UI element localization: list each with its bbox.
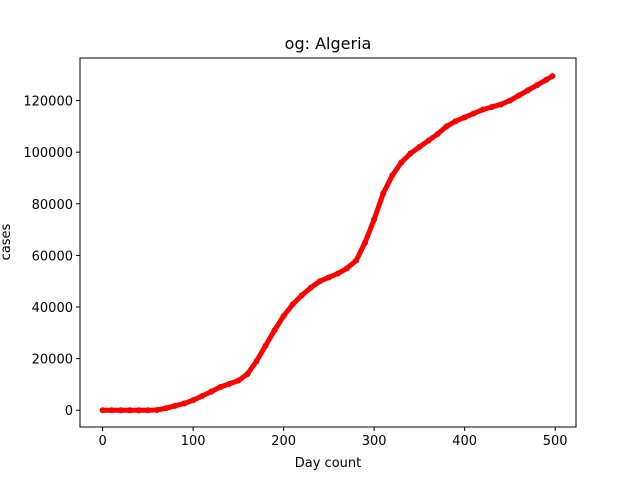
y-axis: 0 20000 40000 60000 80000 100000 120000 <box>23 95 80 419</box>
data-point <box>316 278 323 285</box>
data-point <box>344 265 351 272</box>
y-tick-label: 100000 <box>23 146 73 161</box>
data-point <box>280 313 287 320</box>
y-tick-label: 20000 <box>32 353 73 368</box>
data-point <box>172 402 179 409</box>
data-point <box>443 123 450 130</box>
data-point <box>515 92 522 99</box>
data-point <box>452 118 459 125</box>
x-tick-label: 500 <box>543 434 568 449</box>
series-layer <box>99 73 556 414</box>
data-point <box>244 371 251 378</box>
data-point <box>470 110 477 117</box>
y-tick-label: 40000 <box>32 301 73 316</box>
data-point <box>362 239 369 246</box>
data-point <box>307 284 314 291</box>
data-point <box>181 400 188 407</box>
data-point <box>190 397 197 404</box>
x-tick-label: 400 <box>452 434 477 449</box>
series-line <box>100 73 555 413</box>
data-point <box>425 137 432 144</box>
x-axis-label: Day count <box>295 456 361 471</box>
data-point <box>479 106 486 113</box>
data-point <box>235 377 242 384</box>
data-point <box>298 292 305 299</box>
x-tick-label: 100 <box>181 434 206 449</box>
data-point <box>271 327 278 334</box>
y-tick-label: 0 <box>65 404 73 419</box>
data-point <box>262 342 269 349</box>
data-point <box>162 405 169 412</box>
data-point <box>398 159 405 166</box>
data-point <box>389 172 396 179</box>
data-point <box>434 131 441 138</box>
y-tick-label: 80000 <box>32 198 73 213</box>
data-point <box>325 274 332 281</box>
data-point <box>525 87 532 94</box>
data-point <box>226 380 233 387</box>
data-point <box>488 104 495 111</box>
data-point <box>371 216 378 223</box>
data-point <box>380 190 387 197</box>
x-tick-label: 300 <box>362 434 387 449</box>
data-point <box>353 257 360 264</box>
data-point <box>108 407 115 414</box>
data-point <box>208 388 215 395</box>
data-point <box>497 101 504 108</box>
data-point <box>416 144 423 151</box>
y-axis-label: cases <box>0 223 14 260</box>
data-point <box>117 407 124 414</box>
data-point <box>407 150 414 157</box>
data-point <box>289 301 296 308</box>
data-point <box>135 407 142 414</box>
data-point <box>99 407 106 414</box>
data-point <box>199 393 206 400</box>
data-point <box>126 407 133 414</box>
chart-title: og: Algeria <box>285 34 372 53</box>
data-point <box>153 406 160 413</box>
data-point <box>549 73 556 80</box>
data-point <box>534 82 541 89</box>
x-tick-label: 200 <box>271 434 296 449</box>
data-point <box>217 384 224 391</box>
y-tick-label: 120000 <box>23 95 73 110</box>
data-point <box>334 270 341 277</box>
x-tick-label: 0 <box>98 434 106 449</box>
data-point <box>543 76 550 83</box>
plot-area <box>79 57 577 428</box>
x-axis: 0 100 200 300 400 500 <box>98 427 568 449</box>
data-point <box>253 358 260 365</box>
data-point <box>144 407 151 414</box>
y-tick-label: 60000 <box>32 249 73 264</box>
data-point <box>506 97 513 104</box>
data-point <box>461 114 468 121</box>
